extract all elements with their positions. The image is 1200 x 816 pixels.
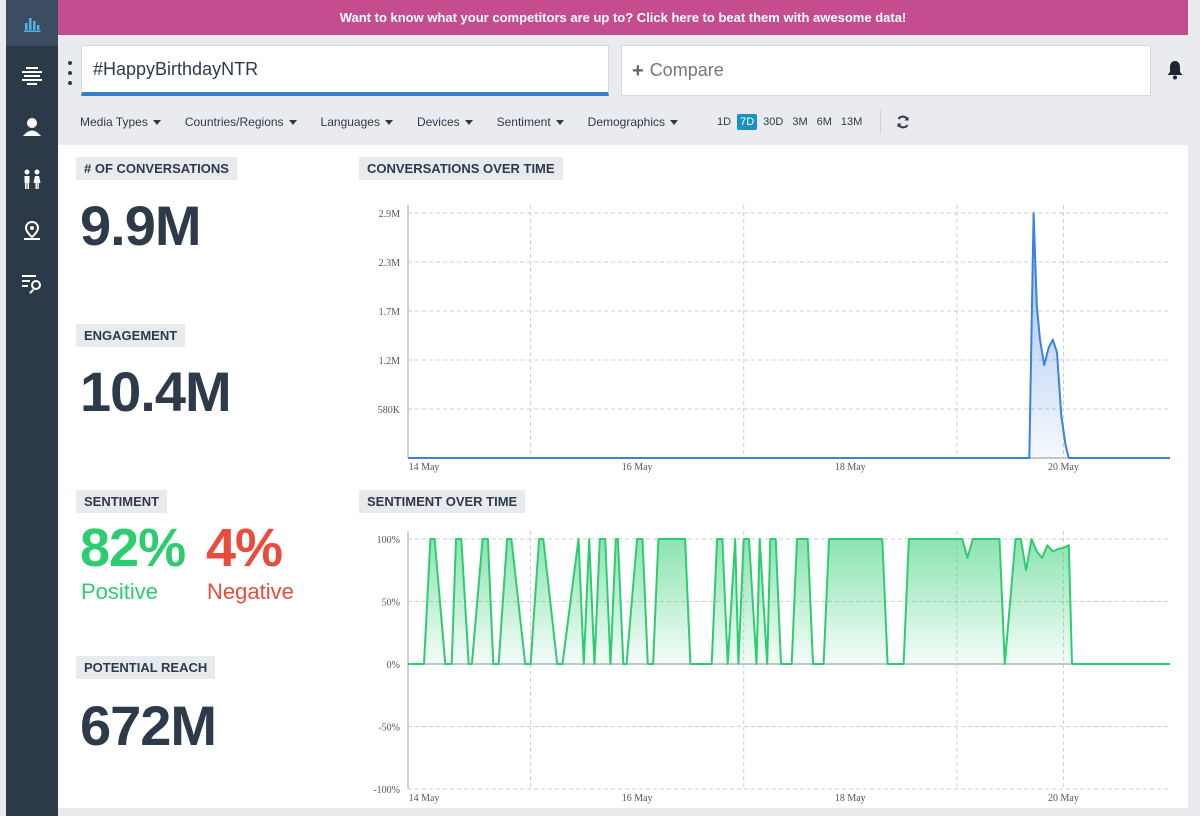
caret-down-icon: [288, 119, 297, 125]
period-6m[interactable]: 6M: [816, 116, 832, 128]
more-options-icon[interactable]: [66, 61, 74, 85]
reach-value: 672M: [80, 694, 217, 757]
series-area: [408, 213, 1170, 458]
engagement-label: ENGAGEMENT: [76, 324, 186, 347]
conversations-value: 9.9M: [80, 194, 201, 257]
y-tick-label: 580K: [378, 405, 401, 416]
search-input[interactable]: [82, 46, 608, 92]
compare-placeholder: Compare: [649, 60, 724, 80]
caret-down-icon: [464, 119, 473, 125]
bell-icon[interactable]: [1166, 60, 1184, 85]
x-tick-label: 14 May: [409, 462, 440, 473]
list-search-icon[interactable]: [6, 260, 58, 306]
negative-percent: 4%: [206, 518, 283, 578]
y-tick-label: 100%: [377, 535, 400, 546]
filter-devices[interactable]: Devices: [417, 115, 473, 129]
engagement-value: 10.4M: [80, 360, 232, 423]
filter-countries-regions[interactable]: Countries/Regions: [185, 115, 297, 129]
sidebar: [6, 0, 58, 816]
positive-percent: 82%: [80, 518, 186, 578]
y-tick-label: 2.3M: [379, 258, 401, 269]
bar-chart-icon[interactable]: [6, 0, 58, 46]
conversations-label: # OF CONVERSATIONS: [76, 157, 237, 180]
filter-media-types[interactable]: Media Types: [80, 115, 161, 129]
dashboard-panel: # OF CONVERSATIONS 9.9M ENGAGEMENT 10.4M…: [58, 145, 1188, 808]
conversations-chart-title: CONVERSATIONS OVER TIME: [359, 157, 563, 180]
x-tick-label: 20 May: [1048, 462, 1079, 473]
filter-demographics[interactable]: Demographics: [588, 115, 679, 129]
series-line: [408, 212, 1170, 459]
compare-field[interactable]: + Compare: [621, 45, 1151, 96]
y-tick-label: 50%: [382, 598, 400, 609]
y-tick-label: -100%: [373, 785, 400, 796]
y-tick-label: 1.2M: [379, 356, 401, 367]
x-tick-label: 18 May: [835, 793, 866, 804]
filter-languages[interactable]: Languages: [321, 115, 393, 129]
caret-down-icon: [670, 119, 679, 125]
search-field[interactable]: [81, 45, 609, 96]
sentiment-chart: 100% 50% 0% -50% -100% 14 May 16 May 18 May 20 M…: [373, 531, 1170, 804]
y-tick-label: 0%: [387, 660, 400, 671]
y-tick-label: -50%: [378, 723, 400, 734]
stack-icon[interactable]: [6, 52, 58, 98]
period-3m[interactable]: 3M: [792, 116, 808, 128]
caret-down-icon: [152, 119, 161, 125]
filter-sentiment[interactable]: Sentiment: [497, 115, 564, 129]
x-tick-label: 18 May: [835, 462, 866, 473]
sentiment-label: SENTIMENT: [76, 490, 168, 513]
period-13m[interactable]: 13M: [840, 116, 863, 128]
positive-label: Positive: [81, 579, 159, 604]
conversations-chart: 580K 1.2M 1.7M 2.3M 2.9M 14 May 16 May 18 May 20…: [378, 205, 1170, 473]
reach-label: POTENTIAL REACH: [76, 656, 216, 679]
y-tick-label: 2.9M: [379, 209, 401, 220]
period-7d[interactable]: 7D: [737, 114, 758, 130]
x-tick-label: 16 May: [622, 793, 653, 804]
series-line: [408, 538, 1170, 665]
location-pin-icon[interactable]: [6, 208, 58, 254]
y-tick-label: 1.7M: [379, 307, 401, 318]
query-bar: + Compare Media Types Countries/Regions …: [58, 35, 1188, 145]
people-icon[interactable]: [6, 156, 58, 202]
refresh-icon[interactable]: [896, 115, 910, 129]
period-30d[interactable]: 30D: [763, 116, 784, 128]
filter-bar: Media Types Countries/Regions Languages …: [80, 109, 910, 135]
negative-label: Negative: [207, 579, 294, 604]
x-tick-label: 20 May: [1048, 793, 1079, 804]
x-tick-label: 14 May: [409, 793, 440, 804]
plus-icon: +: [632, 59, 644, 82]
divider: [880, 110, 882, 134]
promo-banner[interactable]: Want to know what your competitors are u…: [58, 0, 1188, 35]
sentiment-chart-title: SENTIMENT OVER TIME: [359, 490, 526, 513]
caret-down-icon: [555, 119, 564, 125]
x-tick-label: 16 May: [622, 462, 653, 473]
period-1d[interactable]: 1D: [717, 116, 732, 128]
profile-icon[interactable]: [6, 104, 58, 150]
caret-down-icon: [384, 119, 393, 125]
period-selector: 1D 7D 30D 3M 6M 13M: [714, 114, 868, 130]
